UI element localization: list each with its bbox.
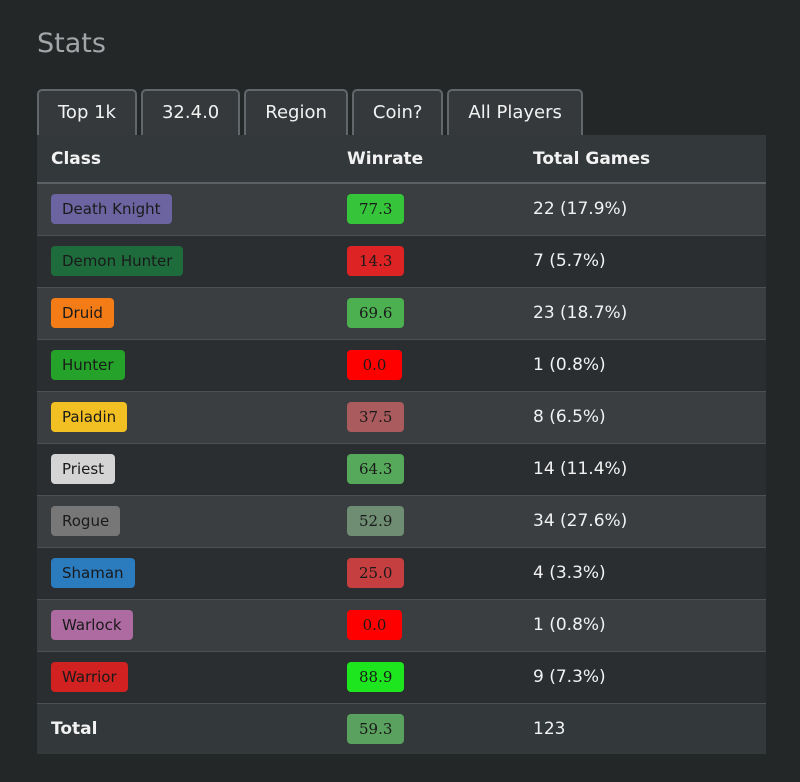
column-header-winrate[interactable]: Winrate <box>347 148 424 169</box>
winrate-badge: 37.5 <box>347 402 405 432</box>
page-title: Stats <box>37 28 106 59</box>
total-games-cell: 14 (11.4%) <box>533 459 628 479</box>
winrate-badge: 69.6 <box>347 298 405 328</box>
filter-patch-button[interactable]: 32.4.0 <box>140 89 241 135</box>
table-row: Death Knight 77.3 22 (17.9%) <box>37 183 766 235</box>
table-row: Hunter 0.0 1 (0.8%) <box>37 339 766 391</box>
table-row: Priest 64.3 14 (11.4%) <box>37 443 766 495</box>
filter-tabs: Top 1k 32.4.0 Region Coin? All Players <box>37 89 587 135</box>
table-row: Demon Hunter 14.3 7 (5.7%) <box>37 235 766 287</box>
class-badge[interactable]: Death Knight <box>51 194 172 225</box>
total-games-cell: 4 (3.3%) <box>533 563 606 583</box>
filter-players-button[interactable]: All Players <box>447 89 583 135</box>
class-badge[interactable]: Warlock <box>51 610 133 640</box>
table-row: Druid 69.6 23 (18.7%) <box>37 287 766 339</box>
class-badge[interactable]: Rogue <box>51 506 121 536</box>
winrate-badge: 0.0 <box>347 350 402 380</box>
total-games-cell: 22 (17.9%) <box>533 199 628 220</box>
class-badge[interactable]: Druid <box>51 298 114 328</box>
table-total-row: Total 59.3 123 <box>37 703 766 754</box>
total-games: 123 <box>533 718 566 739</box>
column-header-class[interactable]: Class <box>51 148 102 169</box>
class-badge[interactable]: Shaman <box>51 558 135 588</box>
winrate-badge: 52.9 <box>347 506 405 536</box>
table-row: Warrior 88.9 9 (7.3%) <box>37 651 766 703</box>
filter-top-1k-button[interactable]: Top 1k <box>37 89 137 135</box>
filter-region-button[interactable]: Region <box>244 89 348 135</box>
column-header-total-games[interactable]: Total Games <box>533 148 651 169</box>
filter-coin-button[interactable]: Coin? <box>351 89 444 135</box>
table-row: Shaman 25.0 4 (3.3%) <box>37 547 766 599</box>
stats-table: Class Winrate Total Games Death Knight 77… <box>37 135 766 754</box>
class-badge[interactable]: Hunter <box>51 350 125 380</box>
class-badge[interactable]: Paladin <box>51 402 128 432</box>
winrate-badge: 14.3 <box>347 246 405 276</box>
winrate-badge: 64.3 <box>347 454 405 484</box>
winrate-badge: 88.9 <box>347 662 405 692</box>
table-header-row: Class Winrate Total Games <box>37 135 766 183</box>
total-games-cell: 23 (18.7%) <box>533 303 628 323</box>
winrate-badge: 0.0 <box>347 610 402 640</box>
winrate-badge: 77.3 <box>347 194 405 225</box>
total-games-cell: 9 (7.3%) <box>533 667 606 687</box>
table-row: Rogue 52.9 34 (27.6%) <box>37 495 766 547</box>
total-winrate-badge: 59.3 <box>347 713 405 744</box>
total-games-cell: 8 (6.5%) <box>533 407 606 427</box>
class-badge[interactable]: Warrior <box>51 662 128 692</box>
winrate-badge: 25.0 <box>347 558 405 588</box>
total-games-cell: 1 (0.8%) <box>533 355 606 375</box>
total-label: Total <box>51 718 98 739</box>
total-games-cell: 1 (0.8%) <box>533 615 606 635</box>
class-badge[interactable]: Demon Hunter <box>51 246 184 276</box>
total-games-cell: 34 (27.6%) <box>533 511 628 531</box>
table-body: Death Knight 77.3 22 (17.9%) Demon Hunter 14… <box>37 183 766 703</box>
table-row: Paladin 37.5 8 (6.5%) <box>37 391 766 443</box>
total-games-cell: 7 (5.7%) <box>533 251 606 271</box>
class-badge[interactable]: Priest <box>51 454 116 484</box>
table-row: Warlock 0.0 1 (0.8%) <box>37 599 766 651</box>
